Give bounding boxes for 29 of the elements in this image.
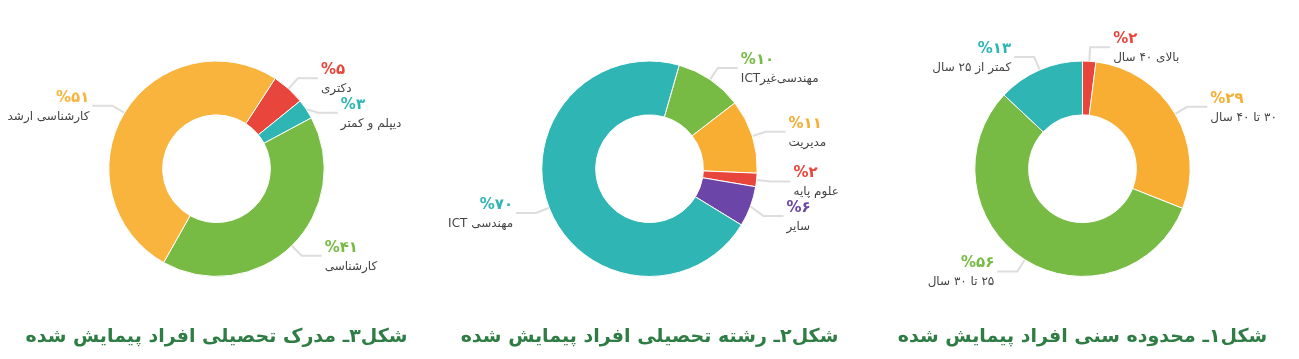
data-label: %۵۶ (960, 253, 995, 272)
text: شکل۳ـ مدرک تحصیلی افراد پیمایش شده (25, 323, 408, 347)
slice-label: ۳۰ تا ۴۰ سال (1210, 109, 1277, 124)
slice-label: دکتری (320, 81, 352, 97)
slice-label: سایر (785, 218, 811, 234)
slice-label: ۲۵ تا ۳۰ سال (927, 274, 995, 289)
data-label: %۵ (320, 60, 346, 79)
text: شکل۲ـ رشته تحصیلی افراد پیمایش شده (460, 323, 839, 347)
data-label: %۳ (340, 94, 366, 113)
data-label: %۲ (793, 163, 818, 182)
slice-label: کارشناسی (324, 258, 378, 274)
slice-label: کمتر از ۲۵ سال (932, 60, 1012, 76)
data-label: %۶ (786, 197, 811, 216)
data-label: %۲ (1113, 29, 1138, 48)
data-label: %۷۰ (479, 194, 514, 213)
slice-label: کارشناسی ارشد (7, 108, 90, 124)
slice-label: بالای ۴۰ سال (1113, 50, 1180, 65)
data-label: %۴۱ (324, 237, 358, 256)
data-label: %۱۱ (788, 113, 822, 132)
data-label: %۵۱ (56, 87, 90, 106)
slice-label: علوم پایه (793, 184, 839, 200)
data-label: %۱۰ (740, 50, 775, 69)
slice-label: دیپلم و کمتر (339, 115, 402, 131)
data-label: %۲۹ (1210, 88, 1244, 107)
slice-label: مهندسی‌غیرICT (740, 71, 819, 87)
slice-label: مهندسی ICT (448, 215, 514, 230)
data-label: %۱۳ (977, 39, 1012, 58)
slice-label: مدیریت (788, 134, 827, 150)
text: شکل۱ـ محدوده سنی افراد پیمایش شده (897, 323, 1268, 347)
